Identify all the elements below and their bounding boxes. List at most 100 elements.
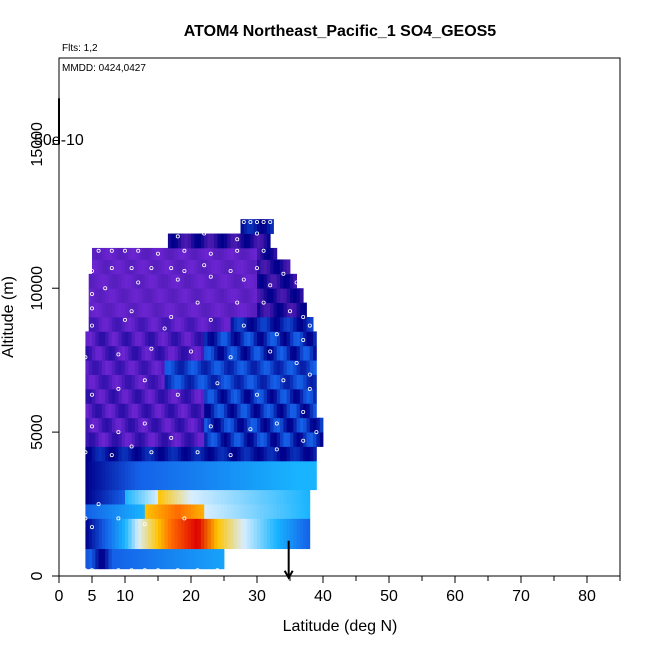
heatmap-cell <box>227 432 231 447</box>
heatmap-cell <box>95 446 99 462</box>
heatmap-cell <box>220 432 225 447</box>
heatmap-cell <box>273 446 278 462</box>
heatmap-cell <box>230 504 235 519</box>
heatmap-cell <box>306 403 311 419</box>
heatmap-cell <box>210 475 215 491</box>
heatmap-cell <box>181 475 185 491</box>
heatmap-cell <box>92 331 96 347</box>
heatmap-cell <box>243 417 248 433</box>
heatmap-cell <box>181 345 185 361</box>
heatmap-cell <box>194 446 198 462</box>
heatmap-cell <box>283 259 288 275</box>
heatmap-cell <box>158 288 162 304</box>
heatmap-cell <box>118 374 123 390</box>
heatmap-cell <box>164 403 169 419</box>
sample-point <box>96 502 101 507</box>
heatmap-cell <box>273 273 278 289</box>
heatmap-cell <box>273 460 278 476</box>
heatmap-cell <box>240 460 245 476</box>
heatmap-cell <box>191 432 195 447</box>
heatmap-cell <box>263 518 268 534</box>
heatmap-cell <box>266 345 271 361</box>
heatmap-cell <box>257 317 261 332</box>
heatmap-cell <box>237 233 241 249</box>
heatmap-cell <box>174 417 179 433</box>
heatmap-cell <box>210 403 215 419</box>
heatmap-cell <box>273 331 278 347</box>
heatmap-cell <box>105 388 109 404</box>
heatmap-cell <box>105 417 109 433</box>
heatmap-cell <box>276 388 281 404</box>
heatmap-cell <box>220 247 225 260</box>
heatmap-cell <box>306 345 311 361</box>
heatmap-cell <box>303 345 307 361</box>
sample-point <box>103 286 108 291</box>
heatmap-cell <box>115 475 119 491</box>
heatmap-cell <box>237 247 241 260</box>
heatmap-cell <box>111 331 116 347</box>
heatmap-cell <box>148 374 152 390</box>
heatmap-cell <box>108 360 113 375</box>
heatmap-cell <box>214 532 218 550</box>
heatmap-cell <box>101 489 106 505</box>
heatmap-cell <box>92 247 96 260</box>
heatmap-cell <box>85 388 90 404</box>
x-tick-label: 40 <box>314 588 332 605</box>
heatmap-cell <box>266 532 271 550</box>
heatmap-cell <box>313 345 317 361</box>
heatmap-cell <box>92 489 96 505</box>
sample-point <box>228 268 233 273</box>
heatmap-cell <box>121 331 126 347</box>
heatmap-cell <box>204 489 208 505</box>
heatmap-cell <box>184 288 189 304</box>
heatmap-cell <box>134 548 139 570</box>
heatmap-cell <box>184 489 189 505</box>
heatmap-cell <box>200 288 205 304</box>
heatmap-cell <box>191 288 195 304</box>
heatmap-cell <box>92 273 96 289</box>
heatmap-cell <box>111 360 116 375</box>
heatmap-cell <box>128 403 132 419</box>
heatmap-cell <box>164 247 169 260</box>
heatmap-cell <box>174 317 179 332</box>
heatmap-cell <box>174 518 179 534</box>
heatmap-cell <box>243 388 248 404</box>
sample-point <box>208 317 213 322</box>
heatmap-cell <box>303 504 307 519</box>
heatmap-cell <box>115 288 119 304</box>
heatmap-cell <box>286 360 291 375</box>
heatmap-cell <box>174 302 179 318</box>
heatmap-cell <box>101 317 106 332</box>
heatmap-cell <box>263 388 268 404</box>
heatmap-cell <box>240 489 245 505</box>
heatmap-cell <box>111 288 116 304</box>
heatmap-cell <box>177 247 182 260</box>
heatmap-cell <box>174 374 179 390</box>
heatmap-cell <box>151 460 156 476</box>
heatmap-cell <box>200 273 205 289</box>
sample-point <box>261 219 266 224</box>
heatmap-cell <box>280 504 284 519</box>
heatmap-cell <box>204 374 208 390</box>
heatmap-cell <box>194 532 198 550</box>
heatmap-cell <box>98 345 103 361</box>
heatmap-cell <box>161 518 165 534</box>
heatmap-cell <box>286 432 291 447</box>
x-tick-label: 5 <box>88 588 97 605</box>
y-tick-label: 0 <box>29 571 46 580</box>
heatmap-cell <box>187 288 192 304</box>
heatmap-cell <box>217 302 222 318</box>
sample-point <box>83 450 88 455</box>
heatmap-cell <box>224 273 228 289</box>
heatmap-cell <box>164 374 169 390</box>
heatmap-cell <box>197 518 202 534</box>
heatmap-cell <box>273 317 278 332</box>
heatmap-cell <box>95 331 99 347</box>
heatmap-cell <box>158 273 162 289</box>
heatmap-cell <box>293 331 297 347</box>
heatmap-cell <box>144 532 149 550</box>
heatmap-cell <box>306 532 311 550</box>
heatmap-cell <box>296 331 301 347</box>
heatmap-cell <box>224 317 228 332</box>
heatmap-cell <box>138 460 142 476</box>
